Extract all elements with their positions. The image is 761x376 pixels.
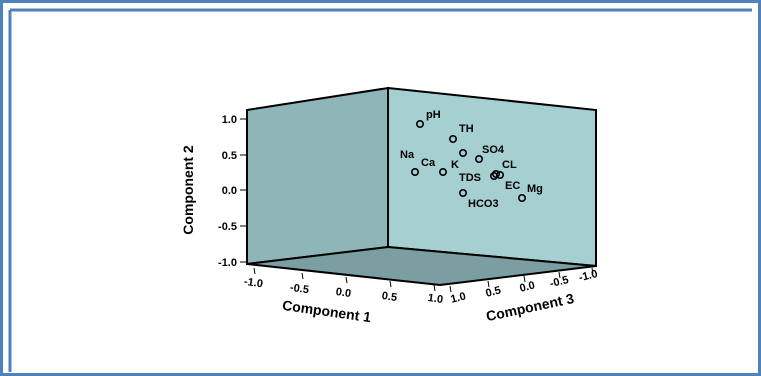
point-label-TDS: TDS (459, 172, 481, 184)
x-tick-mark (253, 267, 256, 275)
z-tick-label: -0.5 (549, 274, 570, 290)
x-tick-label: 0.5 (381, 290, 398, 304)
data-point-TH (448, 135, 457, 144)
y-tick-label: -0.5 (218, 221, 237, 233)
z-tick-label: 0.0 (518, 279, 536, 294)
z-tick-label: 1.0 (449, 290, 467, 305)
point-label-K: K (451, 159, 459, 171)
x-tick-mark (389, 280, 392, 288)
data-point-Ca (438, 168, 447, 177)
data-point-Mg (517, 194, 526, 203)
z-tick-mark (523, 275, 526, 283)
floor (246, 245, 597, 287)
y-tick-label: 0.5 (222, 150, 237, 162)
point-label-EC: EC (505, 180, 520, 192)
point-label-CL: CL (502, 159, 517, 171)
data-point-Na (410, 168, 419, 177)
data-point-EC (491, 170, 500, 179)
z-tick-label: -1.0 (578, 268, 599, 284)
z-tick-mark (591, 267, 594, 275)
z-tick-label: 0.5 (484, 284, 502, 299)
x-tick-label: -0.5 (289, 282, 309, 297)
point-label-TH: TH (459, 123, 474, 135)
data-point-HCO3 (458, 189, 467, 198)
back-wall (387, 86, 597, 268)
data-points: pH TH SO4 Na Ca K CL TDS EC Mg HCO3 (400, 109, 543, 210)
x-tick-label: 1.0 (427, 292, 444, 306)
data-point-K (474, 155, 483, 164)
point-label-SO4: SO4 (482, 144, 505, 156)
x-tick-mark (301, 272, 304, 280)
point-label-HCO3: HCO3 (468, 198, 499, 210)
y-tick-label: -1.0 (218, 257, 237, 269)
y-axis: 1.0 0.5 0.0 -0.5 -1.0 Component 2 (180, 114, 247, 269)
x-tick-mark (433, 284, 436, 292)
x-tick-label: 0.0 (335, 286, 352, 300)
x-tick-label: -1.0 (243, 276, 263, 291)
point-label-pH: pH (426, 109, 441, 121)
side-wall (246, 86, 389, 266)
y-tick-label: 1.0 (222, 114, 237, 126)
data-point-pH (415, 120, 424, 129)
z-tick-mark (487, 280, 490, 288)
x-tick-mark (345, 276, 348, 284)
y-axis-title: Component 2 (180, 145, 196, 235)
point-label-Ca: Ca (421, 157, 436, 169)
point-label-Mg: Mg (527, 183, 543, 195)
z-tick-mark (558, 271, 561, 279)
point-label-Na: Na (400, 149, 415, 161)
data-point-SO4 (458, 149, 467, 158)
y-tick-label: 0.0 (222, 185, 237, 197)
z-tick-mark (449, 285, 452, 293)
data-point-TDS (489, 172, 498, 181)
